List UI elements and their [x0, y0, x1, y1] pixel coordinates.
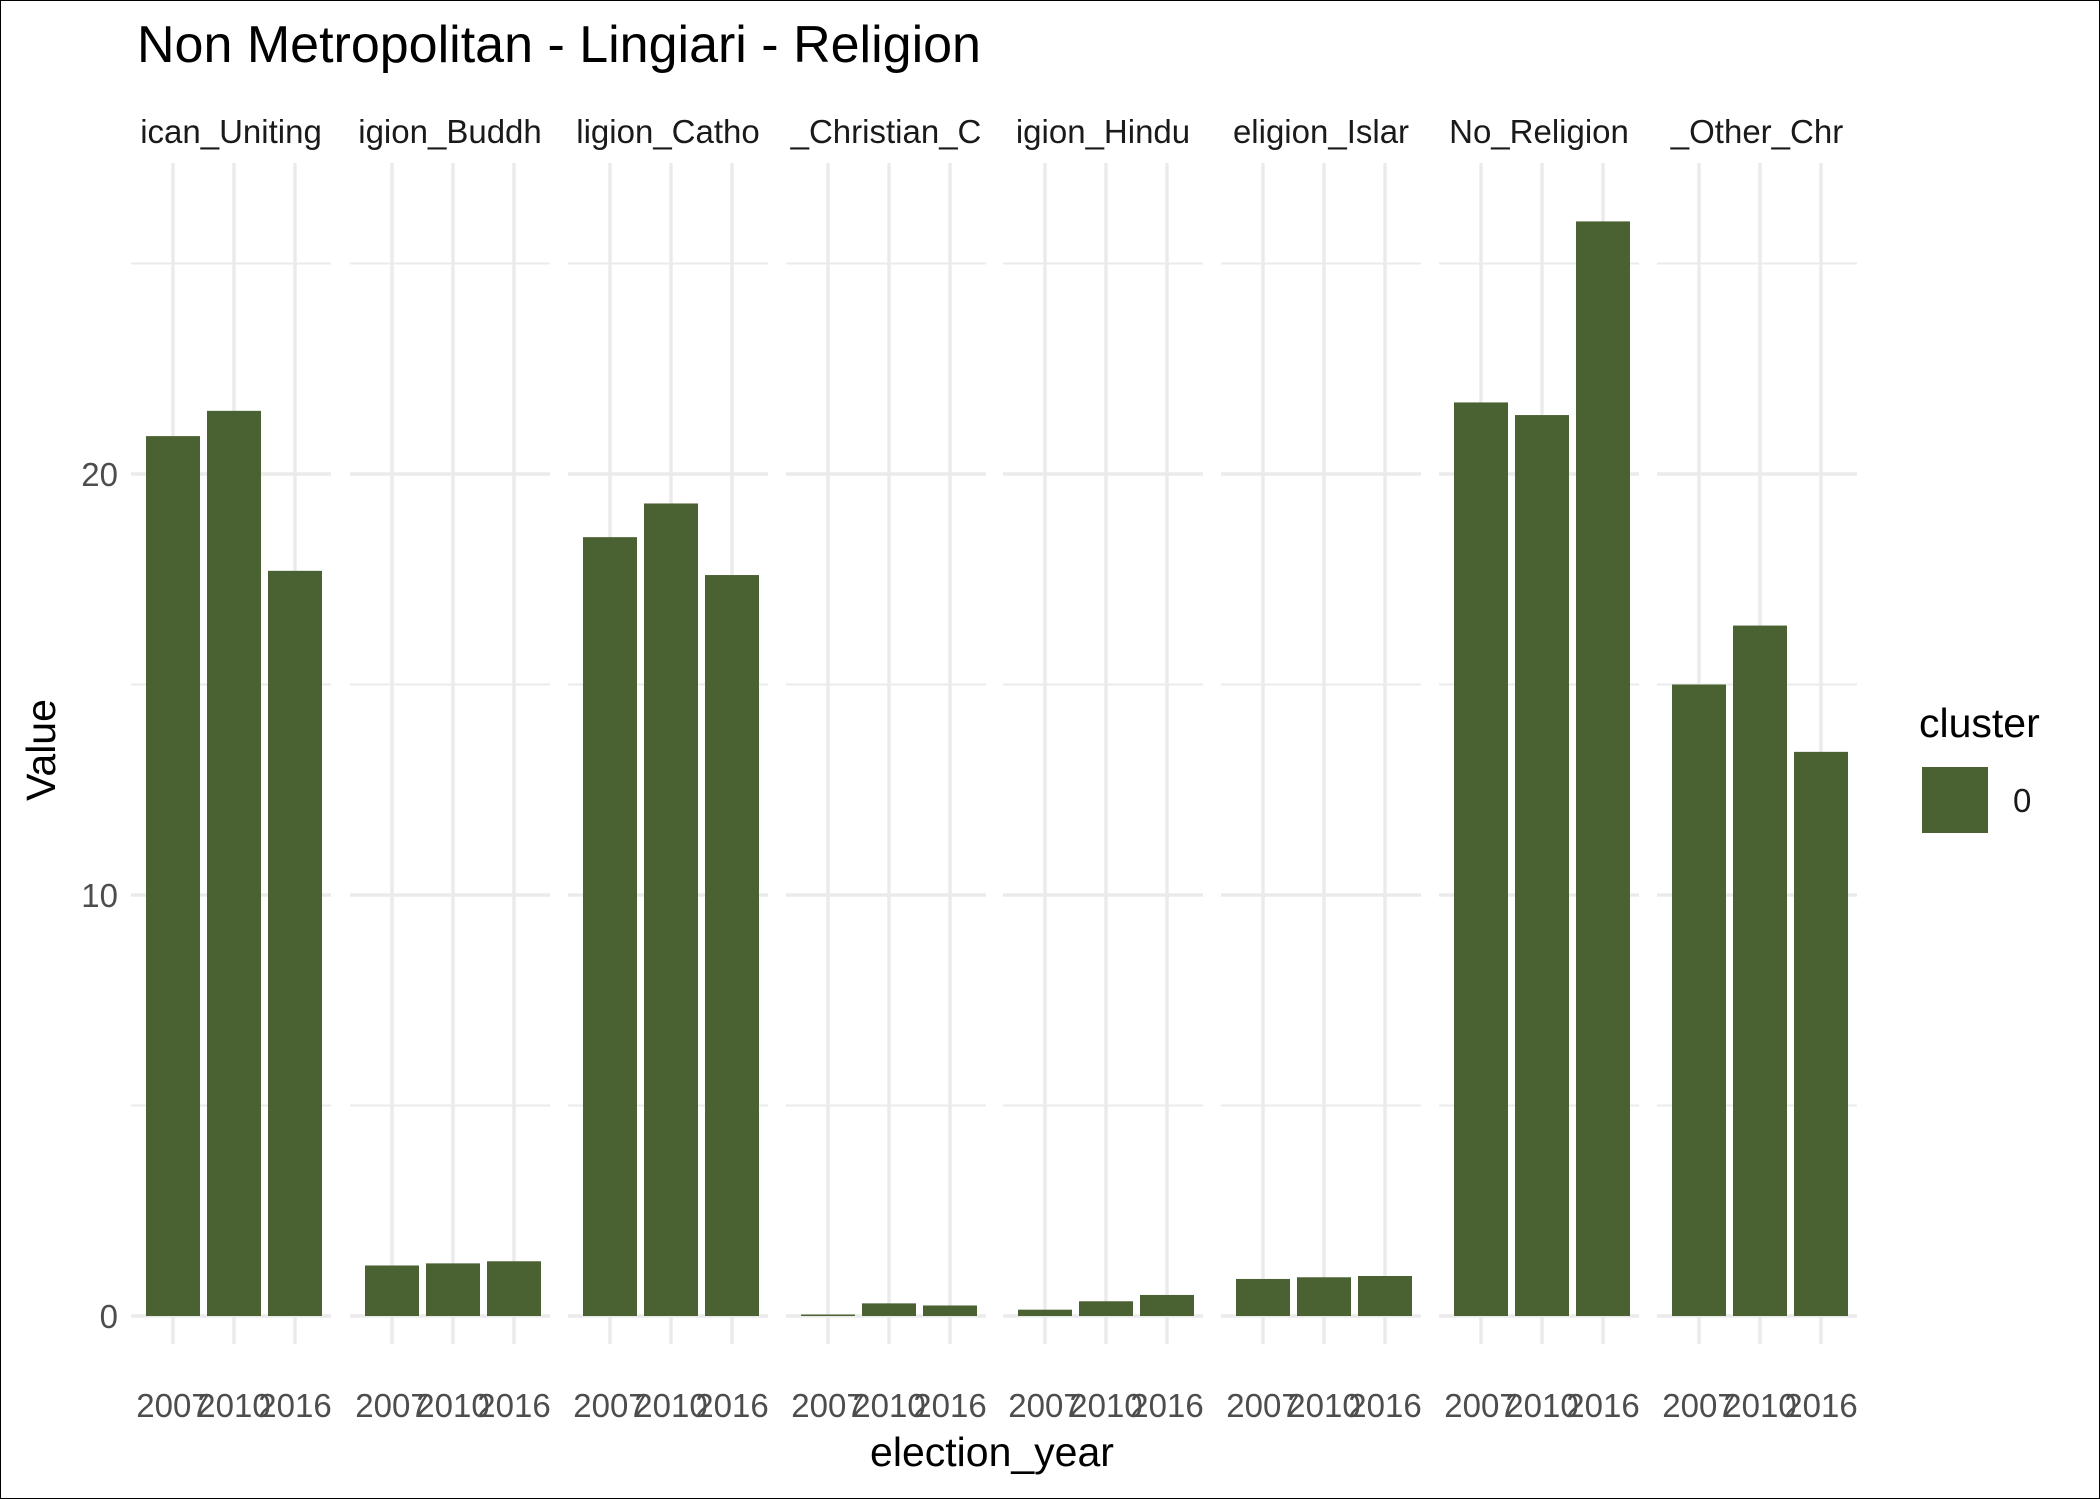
- bar: [1454, 402, 1508, 1316]
- bar: [207, 410, 261, 1317]
- bar: [426, 1263, 480, 1316]
- bar: [1576, 221, 1630, 1316]
- facet-strip-label: ican_Uniting: [140, 113, 322, 150]
- y-tick-label: 0: [100, 1298, 118, 1335]
- bar: [268, 570, 322, 1316]
- facet-strip-label: No_Religion: [1449, 113, 1629, 150]
- x-tick-label: 2016: [913, 1387, 986, 1424]
- x-tick-label: 2010: [634, 1387, 707, 1424]
- x-tick-label: 2016: [1784, 1387, 1857, 1424]
- bar: [1358, 1276, 1412, 1316]
- facet-strip-label: igion_Hindu: [1016, 113, 1190, 150]
- x-tick-label: 2016: [1566, 1387, 1639, 1424]
- x-tick-label: 2016: [1130, 1387, 1203, 1424]
- facet-strip-label: igion_Buddh: [358, 113, 542, 150]
- y-tick-label: 20: [81, 456, 118, 493]
- x-tick-label: 2010: [852, 1387, 925, 1424]
- bar: [146, 436, 200, 1316]
- bar: [1018, 1309, 1072, 1316]
- legend: cluster 0: [1919, 700, 2040, 833]
- chart-title: Non Metropolitan - Lingiari - Religion: [137, 16, 981, 74]
- x-tick-label: 2016: [477, 1387, 550, 1424]
- x-tick-label: 2010: [1069, 1387, 1142, 1424]
- y-tick-label: 10: [81, 877, 118, 914]
- bar: [487, 1261, 541, 1316]
- bar: [644, 503, 698, 1317]
- facet-strip-label: _Other_Chr: [1670, 113, 1843, 150]
- bar: [923, 1305, 977, 1316]
- legend-title: cluster: [1919, 700, 2040, 746]
- bar: [1672, 684, 1726, 1316]
- facet-strip-label: _Christian_C: [790, 113, 982, 150]
- bar: [1733, 625, 1787, 1316]
- bar: [365, 1265, 419, 1316]
- bar: [1794, 751, 1848, 1316]
- facet-strip-label: eligion_Islar: [1233, 113, 1409, 150]
- bar: [583, 537, 637, 1316]
- x-tick-label: 2007: [573, 1387, 646, 1424]
- x-tick-label: 2007: [355, 1387, 428, 1424]
- bar: [801, 1314, 855, 1316]
- x-tick-label: 2016: [1348, 1387, 1421, 1424]
- x-tick-label: 2010: [416, 1387, 489, 1424]
- x-tick-label: 2016: [258, 1387, 331, 1424]
- bar: [1297, 1277, 1351, 1316]
- y-axis-title: Value: [18, 699, 64, 801]
- legend-key-cluster-0: [1922, 767, 1988, 833]
- facet-strip-label: ligion_Catho: [576, 113, 759, 150]
- x-tick-label: 2016: [695, 1387, 768, 1424]
- x-axis-title: election_year: [870, 1429, 1114, 1475]
- facet-panels: ican_Uniting200720102016igion_Buddh20072…: [131, 113, 1858, 1424]
- bar: [1236, 1278, 1290, 1316]
- x-tick-label: 2007: [136, 1387, 209, 1424]
- x-tick-label: 2010: [1723, 1387, 1796, 1424]
- legend-label-cluster-0: 0: [2013, 782, 2031, 819]
- x-tick-label: 2007: [791, 1387, 864, 1424]
- x-tick-label: 2007: [1008, 1387, 1081, 1424]
- bar: [1140, 1294, 1194, 1316]
- x-tick-label: 2010: [197, 1387, 270, 1424]
- x-tick-label: 2010: [1287, 1387, 1360, 1424]
- x-tick-label: 2007: [1662, 1387, 1735, 1424]
- bar: [1515, 415, 1569, 1316]
- y-axis-ticks: 0 10 20: [81, 456, 118, 1335]
- bar: [862, 1303, 916, 1316]
- x-tick-label: 2007: [1444, 1387, 1517, 1424]
- bar: [705, 575, 759, 1316]
- bar: [1079, 1301, 1133, 1316]
- x-tick-label: 2007: [1226, 1387, 1299, 1424]
- x-tick-label: 2010: [1505, 1387, 1578, 1424]
